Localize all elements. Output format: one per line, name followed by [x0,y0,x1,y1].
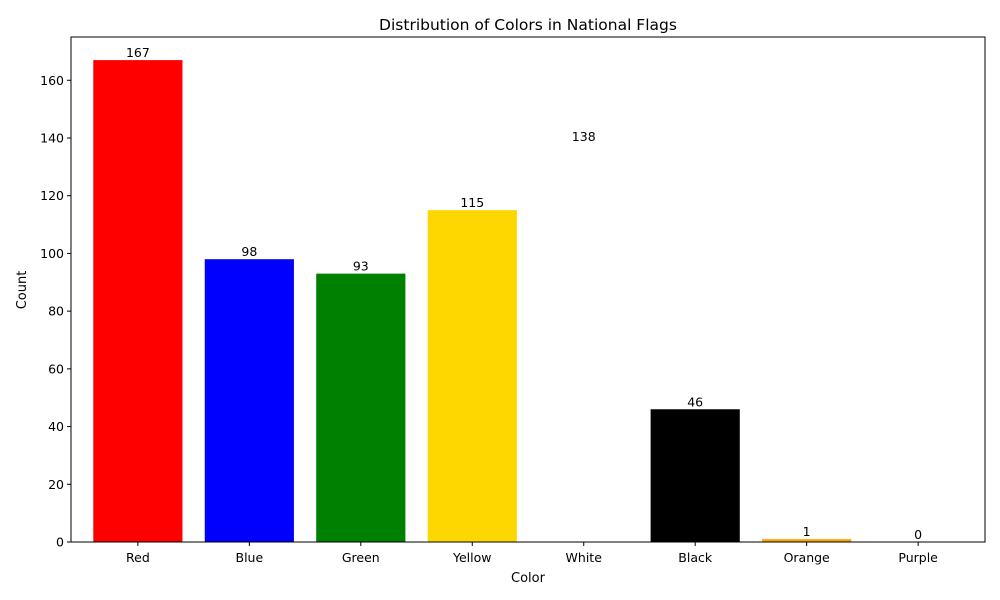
y-tick-label: 0 [56,535,64,550]
bar-green [316,273,406,542]
x-tick-label-yellow: Yellow [452,550,491,565]
data-labels-layer: 167 98 93 115 138 46 1 0 [126,45,922,542]
y-tick-label: 120 [40,188,64,203]
data-label-blue: 98 [241,244,257,259]
data-label-black: 46 [687,394,703,409]
x-tick-label-red: Red [126,550,150,565]
data-label-red: 167 [126,45,150,60]
y-tick-label: 20 [48,477,64,492]
bar-red [93,60,183,542]
y-tick-label: 60 [48,361,64,376]
x-tick-label-orange: Orange [784,550,830,565]
bars-layer [93,60,852,542]
plot-frame [70,36,986,543]
bar-yellow [427,210,517,542]
x-tick-label-green: Green [342,550,380,565]
chart-title: Distribution of Colors in National Flags [379,16,677,34]
y-tick-label: 40 [48,419,64,434]
x-tick-label-blue: Blue [236,550,264,565]
y-tick-label: 80 [48,304,64,319]
bar-white [539,143,629,542]
y-tick-label: 160 [40,73,64,88]
bar-blue [204,259,294,542]
data-label-green: 93 [353,259,369,274]
bar-orange [762,539,852,542]
data-label-yellow: 115 [460,195,484,210]
y-tick-label: 140 [40,131,64,146]
x-axis-label: Color [511,571,546,586]
data-label-white: 138 [572,129,596,144]
bar-black [650,409,740,542]
x-tick-label-black: Black [678,550,713,565]
y-axis-label: Count [15,271,30,310]
data-label-orange: 1 [803,524,811,539]
axes-layer: Red Blue Green Yellow White Black Orange Purple… [40,36,986,565]
x-tick-label-purple: Purple [898,550,938,565]
y-tick-label: 100 [40,246,64,261]
x-tick-label-white: White [566,550,603,565]
data-label-purple: 0 [914,527,922,542]
